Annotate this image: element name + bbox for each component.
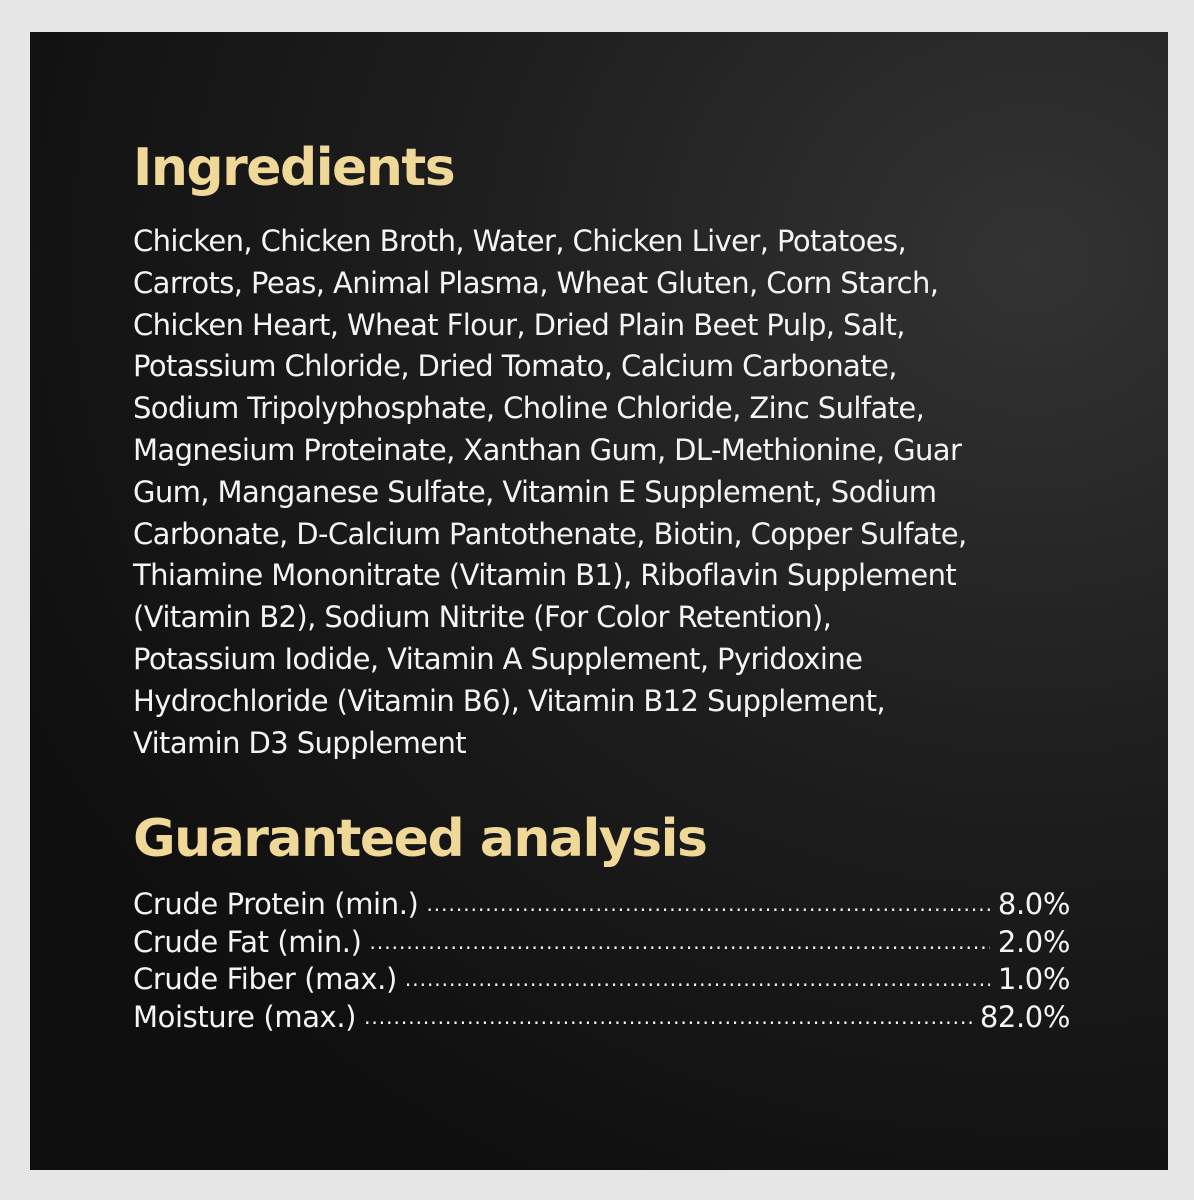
ingredients-line: Chicken, Chicken Broth, Water, Chicken L… xyxy=(133,224,907,258)
ingredients-line: Hydrochloride (Vitamin B6), Vitamin B12 … xyxy=(133,683,886,718)
analysis-label: Crude Protein (min.) xyxy=(133,887,419,921)
analysis-value: 82.0% xyxy=(979,999,1070,1034)
ingredients-line: Potassium Chloride, Dried Tomato, Calciu… xyxy=(133,349,897,384)
dot-leader xyxy=(405,961,990,999)
dot-leader xyxy=(364,999,972,1037)
dot-leader xyxy=(370,924,990,962)
analysis-row: Moisture (max.) 82.0% xyxy=(133,999,1070,1037)
ingredients-line: Sodium Tripolyphosphate, Choline Chlorid… xyxy=(133,391,925,426)
ingredients-line: (Vitamin B2), Sodium Nitrite (For Color … xyxy=(133,600,832,635)
analysis-table: Crude Protein (min.)8.0%Crude Fat (min.)… xyxy=(133,886,1070,1036)
analysis-label: Crude Fat (min.) xyxy=(133,924,362,959)
ingredients-line: Carbonate, D-Calcium Pantothenate, Bioti… xyxy=(133,516,967,551)
analysis-value: 1.0% xyxy=(997,962,1070,997)
analysis-label: Moisture (max.) xyxy=(133,999,357,1034)
ingredients-line: Magnesium Proteinate, Xanthan Gum, DL-Me… xyxy=(133,432,962,467)
ingredients-line: Potassium Iodide, Vitamin A Supplement, … xyxy=(133,641,863,676)
analysis-row: Crude Fiber (max.) 1.0% xyxy=(133,961,1070,999)
analysis-row: Crude Protein (min.) 8.0% xyxy=(133,886,1070,924)
analysis-value: 8.0% xyxy=(997,887,1070,921)
ingredients-list: Chicken, Chicken Broth, Water, Chicken L… xyxy=(133,221,967,764)
ingredients-line: Carrots, Peas, Animal Plasma, Wheat Glut… xyxy=(133,265,939,300)
dot-leader xyxy=(426,886,989,924)
ingredients-line: Gum, Manganese Sulfate, Vitamin E Supple… xyxy=(133,474,937,509)
ingredients-line: Chicken Heart, Wheat Flour, Dried Plain … xyxy=(133,307,905,342)
analysis-row: Crude Fat (min.) 2.0% xyxy=(133,924,1070,962)
analysis-value: 2.0% xyxy=(997,924,1070,959)
ingredients-line: Vitamin D3 Supplement xyxy=(133,725,467,760)
ingredients-heading: Ingredients xyxy=(133,138,456,198)
analysis-label: Crude Fiber (max.) xyxy=(133,962,397,997)
ingredients-line: Thiamine Mononitrate (Vitamin B1), Ribof… xyxy=(133,558,957,593)
guaranteed-analysis-heading: Guaranteed analysis xyxy=(133,809,708,869)
